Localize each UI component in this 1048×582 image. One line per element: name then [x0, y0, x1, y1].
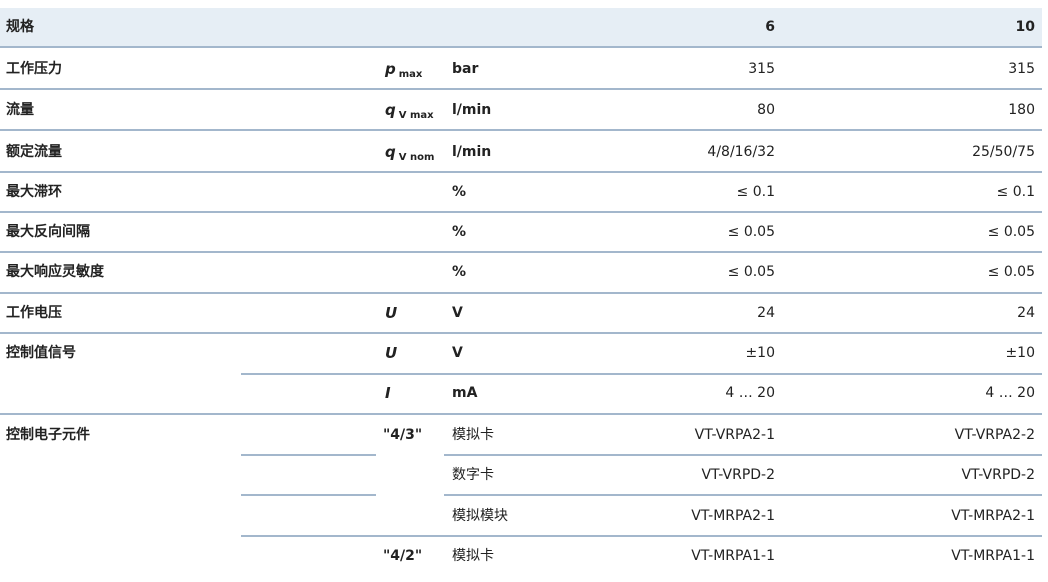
row-unit: bar [452, 61, 479, 77]
row-unit: 模拟卡 [452, 427, 494, 443]
value-10: VT-MRPA1-1 [951, 548, 1035, 564]
value-10: VT-VRPA2-2 [954, 427, 1035, 443]
row-symbol: I [385, 384, 391, 402]
header-label: 规格 [6, 19, 34, 35]
value-6: 80 [757, 102, 775, 118]
divider [241, 494, 376, 496]
value-6: 4 … 20 [725, 385, 775, 401]
row-label: 额定流量 [6, 144, 62, 160]
value-6: VT-VRPA2-1 [694, 427, 775, 443]
row-label: 最大滞环 [6, 184, 62, 200]
row-label: 最大响应灵敏度 [6, 264, 104, 280]
divider [0, 292, 1042, 294]
row-unit: l/min [452, 102, 492, 118]
divider [0, 251, 1042, 253]
row-label: 工作电压 [6, 305, 62, 321]
header-col-6: 6 [765, 19, 775, 35]
value-10: ≤ 0.1 [996, 184, 1035, 200]
value-6: 4/8/16/32 [707, 144, 775, 160]
divider [0, 46, 1042, 48]
row-unit: l/min [452, 144, 492, 160]
value-6: VT-MRPA1-1 [691, 548, 775, 564]
value-6: ≤ 0.05 [727, 224, 775, 240]
divider [241, 454, 376, 456]
row-label: 工作压力 [6, 61, 62, 77]
value-6: VT-MRPA2-1 [691, 508, 775, 524]
valve-type: "4/3" [383, 427, 423, 443]
row-label: 控制值信号 [6, 345, 76, 361]
row-unit: 模拟模块 [452, 508, 508, 524]
valve-type: "4/2" [383, 548, 423, 564]
divider [444, 454, 1042, 456]
divider [0, 129, 1042, 131]
divider [444, 494, 1042, 496]
value-6: ≤ 0.1 [736, 184, 775, 200]
value-6: 315 [748, 61, 775, 77]
row-unit: % [452, 224, 467, 240]
row-symbol: p max [385, 60, 423, 80]
value-6: VT-VRPD-2 [701, 467, 775, 483]
row-unit: 数字卡 [452, 467, 494, 483]
value-10: ≤ 0.05 [987, 264, 1035, 280]
value-6: ±10 [745, 345, 775, 361]
table-header [0, 8, 1042, 47]
value-10: 24 [1017, 305, 1035, 321]
divider [241, 373, 1042, 375]
row-label: 流量 [6, 102, 34, 118]
value-6: 24 [757, 305, 775, 321]
value-10: 315 [1008, 61, 1035, 77]
divider [0, 171, 1042, 173]
row-unit: % [452, 264, 467, 280]
value-10: 4 … 20 [985, 385, 1035, 401]
row-label: 最大反向间隔 [6, 224, 90, 240]
divider [0, 332, 1042, 334]
value-10: VT-MRPA2-1 [951, 508, 1035, 524]
row-label: 控制电子元件 [6, 427, 90, 443]
value-10: 180 [1008, 102, 1035, 118]
row-symbol: U [385, 344, 398, 362]
row-symbol: U [385, 304, 398, 322]
divider [241, 535, 1042, 537]
header-col-10: 10 [1015, 19, 1035, 35]
row-unit: 模拟卡 [452, 548, 494, 564]
divider [0, 211, 1042, 213]
value-10: ±10 [1005, 345, 1035, 361]
value-10: ≤ 0.05 [987, 224, 1035, 240]
divider [0, 413, 1042, 415]
row-unit: % [452, 184, 467, 200]
row-unit: mA [452, 385, 478, 401]
value-6: ≤ 0.05 [727, 264, 775, 280]
value-10: VT-VRPD-2 [961, 467, 1035, 483]
divider [0, 88, 1042, 90]
row-unit: V [452, 345, 463, 361]
value-10: 25/50/75 [972, 144, 1035, 160]
row-unit: V [452, 305, 463, 321]
